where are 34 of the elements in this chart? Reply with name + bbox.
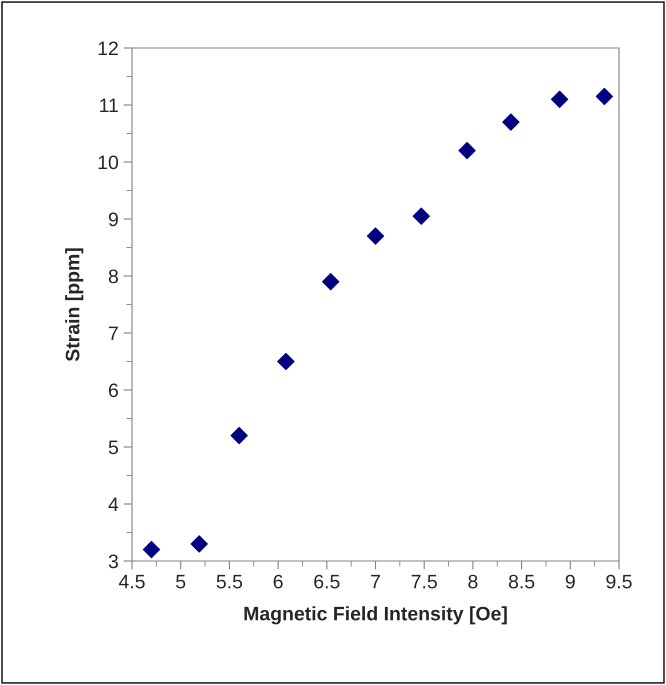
x-tick-label: 4.5 — [118, 574, 145, 588]
y-tick-label: 8 — [108, 269, 118, 284]
y-tick-label: 6 — [108, 383, 118, 398]
y-tick-label: 4 — [108, 498, 118, 512]
x-tick-label: 8.5 — [508, 574, 534, 588]
x-tick-label: 6.5 — [314, 574, 340, 588]
x-tick-label: 6 — [274, 574, 283, 588]
point — [190, 535, 208, 553]
point — [458, 142, 476, 160]
x-tick-label: 9.5 — [606, 574, 632, 588]
x-tick-label: 9 — [566, 574, 575, 588]
point — [502, 113, 520, 131]
y-tick-label: 3 — [108, 554, 118, 568]
point — [412, 207, 430, 225]
x-tick-label: 5.5 — [216, 574, 242, 588]
point — [277, 352, 295, 370]
point — [322, 273, 340, 290]
y-tick-label: 7 — [108, 326, 118, 340]
y-tick-label: 5 — [108, 440, 118, 454]
x-axis-title: Magnetic Field Intensity [Oe] — [244, 606, 507, 624]
point — [142, 540, 160, 558]
y-tick-label: 10 — [98, 155, 118, 170]
y-axis-title: Strain [ppm] — [65, 248, 84, 362]
y-tick-label: 11 — [100, 98, 118, 112]
point — [596, 88, 614, 106]
x-tick-label: 7 — [371, 574, 380, 588]
x-tick-label: 5 — [176, 574, 186, 588]
point — [550, 90, 568, 108]
y-tick-label: 12 — [98, 41, 118, 56]
y-tick-label: 9 — [108, 212, 118, 226]
x-tick-label: 8 — [468, 574, 478, 588]
point — [366, 227, 384, 245]
point — [230, 426, 248, 444]
x-tick-label: 7.5 — [412, 574, 437, 588]
